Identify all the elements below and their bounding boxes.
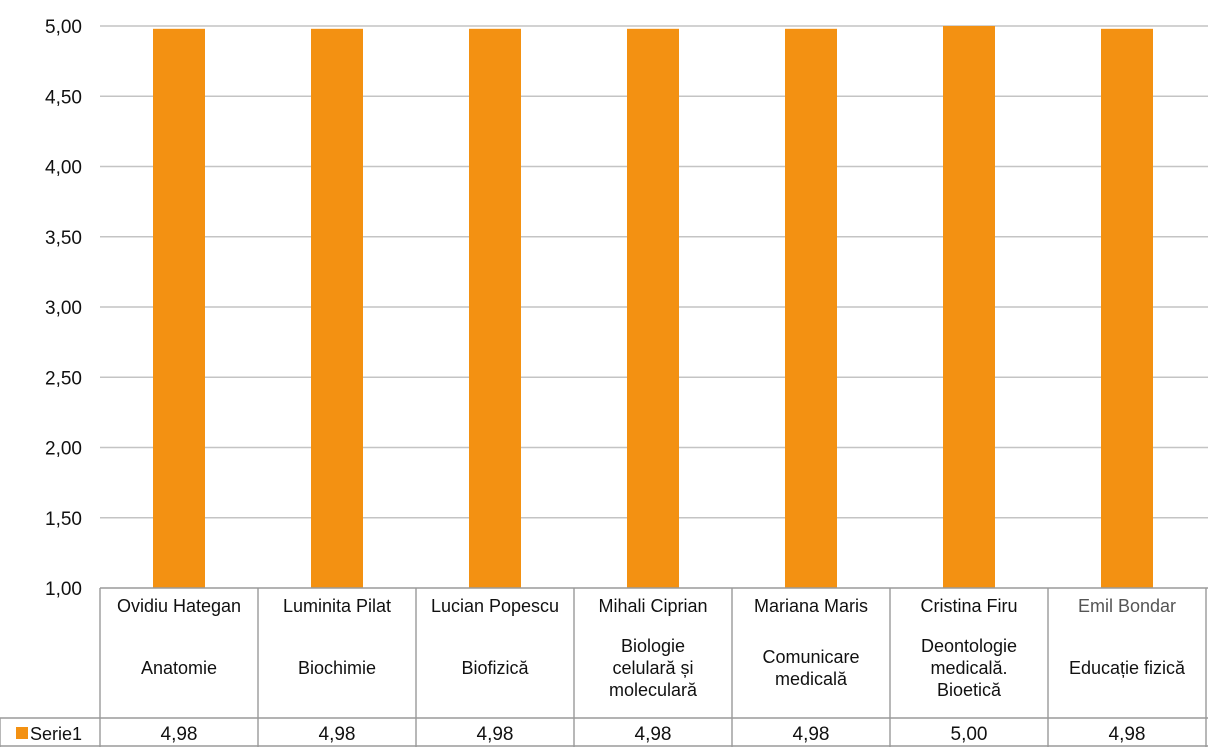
- category-subject-label: Comunicare: [762, 647, 859, 667]
- bar: [1101, 28, 1153, 589]
- bar: [627, 28, 679, 589]
- category-name-label: Cristina Firu: [920, 596, 1017, 616]
- category-name-label: Emil Bondar: [1078, 596, 1176, 616]
- y-tick-label: 3,00: [45, 298, 82, 319]
- category-name-label: Mariana Maris: [754, 596, 868, 616]
- bars: [153, 26, 1153, 589]
- y-tick-label: 1,50: [45, 509, 82, 530]
- category-subject-label: Anatomie: [141, 658, 217, 678]
- data-label: 4,98: [319, 724, 356, 745]
- data-label: 4,98: [477, 724, 514, 745]
- y-tick-label: 5,00: [45, 17, 82, 38]
- data-label: 4,98: [793, 724, 830, 745]
- category-subject-label: Biologie: [621, 636, 685, 656]
- y-tick-label: 3,50: [45, 228, 82, 249]
- legend-swatch: [16, 727, 28, 739]
- bar: [311, 28, 363, 589]
- category-subject-label: Bioetică: [937, 680, 1002, 700]
- category-name-label: Mihali Ciprian: [598, 596, 707, 616]
- category-name-label: Lucian Popescu: [431, 596, 559, 616]
- data-label: 4,98: [1109, 724, 1146, 745]
- category-subject-label: medicală: [775, 669, 848, 689]
- bar: [153, 28, 205, 589]
- legend-series-label: Serie1: [30, 724, 82, 744]
- y-tick-label: 2,00: [45, 439, 82, 460]
- y-axis-ticks: 1,00 1,50 2,00 2,50 3,00 3,50 4,00 4,50 5,00: [45, 17, 82, 600]
- bar: [469, 28, 521, 589]
- data-table: Ovidiu Hategan Anatomie 4,98 Luminita Pilat…: [0, 587, 1208, 747]
- category-name-label: Ovidiu Hategan: [117, 596, 241, 616]
- category-name-label: Luminita Pilat: [283, 596, 391, 616]
- y-tick-label: 4,50: [45, 87, 82, 108]
- data-label: 4,98: [161, 724, 198, 745]
- bar: [785, 28, 837, 589]
- category-subject-label: moleculară: [609, 680, 698, 700]
- y-tick-label: 2,50: [45, 368, 82, 389]
- category-subject-label: celulară și: [612, 658, 693, 678]
- bar: [943, 26, 995, 588]
- category-subject-label: Deontologie: [921, 636, 1017, 656]
- category-subject-label: Biofizică: [461, 658, 529, 678]
- category-subject-label: Biochimie: [298, 658, 376, 678]
- data-label: 4,98: [635, 724, 672, 745]
- y-tick-label: 4,00: [45, 158, 82, 179]
- data-label: 5,00: [951, 724, 988, 745]
- y-tick-label: 1,00: [45, 579, 82, 600]
- category-subject-label: Educație fizică: [1069, 658, 1186, 678]
- category-subject-label: medicală.: [930, 658, 1007, 678]
